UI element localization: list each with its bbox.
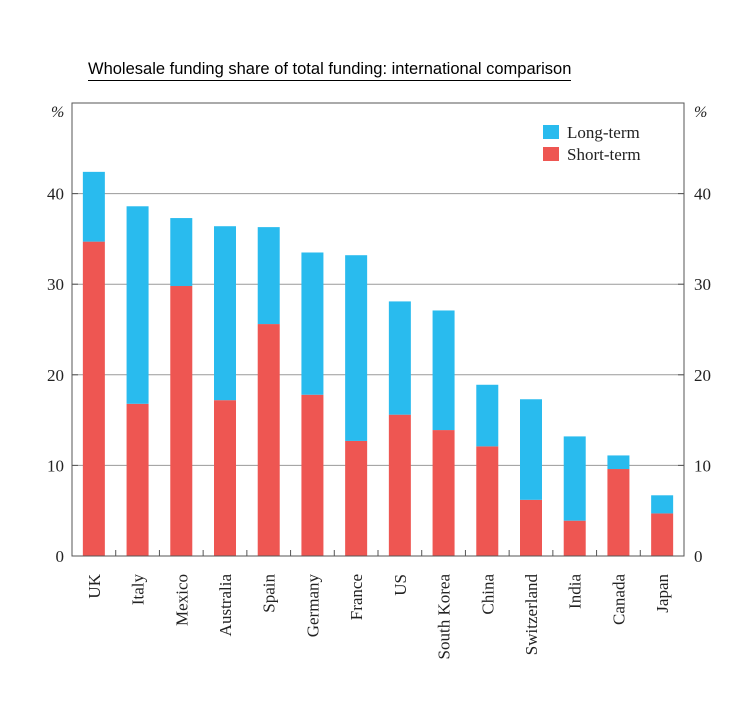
plot-frame	[71, 102, 685, 557]
bar-short-term-us	[388, 414, 411, 556]
bar-short-term-japan	[651, 513, 674, 556]
legend-swatch-short-term	[543, 147, 559, 161]
bar-long-term-south-korea	[432, 310, 455, 431]
y-tick-labels: 0 0 10 10 20 20 30 30 40 40	[47, 185, 711, 566]
bar-short-term-south-korea	[432, 430, 455, 556]
x-tick-label-china: China	[478, 574, 497, 615]
x-tick-label-switzerland: Switzerland	[522, 574, 541, 656]
bar-short-term-spain	[257, 324, 280, 556]
bar-long-term-canada	[607, 455, 630, 470]
bar-long-term-mexico	[170, 218, 193, 287]
x-tick-labels: UK Italy Mexico Australia Spain Germany France…	[85, 573, 672, 659]
x-tick-label-japan: Japan	[653, 574, 672, 613]
bar-long-term-japan	[651, 495, 674, 514]
y-tick-right-40: 40	[694, 185, 711, 204]
bar-long-term-india	[563, 436, 586, 521]
x-tick-label-germany: Germany	[303, 574, 322, 638]
legend: Long-term Short-term	[543, 123, 641, 164]
x-tick-label-us: US	[391, 574, 410, 596]
bar-short-term-italy	[126, 403, 149, 556]
y-tick-left-0: 0	[56, 547, 65, 566]
legend-label-long-term: Long-term	[567, 123, 640, 142]
y-tick-left-40: 40	[47, 185, 64, 204]
bar-short-term-india	[563, 520, 586, 556]
x-tick-label-italy: Italy	[129, 574, 148, 606]
bar-short-term-canada	[607, 469, 630, 556]
bar-short-term-mexico	[170, 286, 193, 556]
x-tick-label-uk: UK	[85, 573, 104, 598]
tick-marks	[72, 193, 684, 556]
x-tick-label-australia: Australia	[216, 574, 235, 637]
bar-short-term-switzerland	[520, 499, 542, 556]
x-tick-label-south-korea: South Korea	[435, 574, 454, 660]
gridlines	[72, 193, 684, 466]
bar-long-term-spain	[257, 227, 280, 325]
x-tick-label-france: France	[347, 574, 366, 620]
x-tick-label-spain: Spain	[260, 574, 279, 613]
bar-short-term-australia	[214, 400, 236, 556]
x-tick-label-mexico: Mexico	[172, 574, 191, 626]
y-tick-right-30: 30	[694, 275, 711, 294]
bar-short-term-france	[345, 440, 368, 556]
bar-long-term-china	[476, 384, 499, 447]
x-tick-label-canada: Canada	[609, 574, 628, 625]
bar-long-term-uk	[82, 171, 105, 242]
x-tick-label-india: India	[566, 574, 585, 609]
y-tick-left-20: 20	[47, 366, 64, 385]
bar-short-term-uk	[82, 241, 105, 557]
y-tick-right-0: 0	[694, 547, 703, 566]
chart-title: Wholesale funding share of total funding…	[88, 60, 572, 81]
bar-short-term-germany	[301, 394, 324, 556]
y-tick-left-10: 10	[47, 456, 64, 475]
bar-long-term-france	[345, 255, 368, 441]
bar-long-term-italy	[126, 206, 149, 404]
left-unit-label: %	[51, 104, 64, 121]
y-tick-left-30: 30	[47, 275, 64, 294]
y-tick-right-10: 10	[694, 456, 711, 475]
bar-long-term-australia	[214, 226, 236, 401]
bar-short-term-china	[476, 446, 499, 556]
legend-label-short-term: Short-term	[567, 145, 641, 164]
y-tick-right-20: 20	[694, 366, 711, 385]
right-unit-label: %	[694, 104, 707, 121]
bar-long-term-switzerland	[520, 399, 542, 500]
bars	[82, 171, 674, 557]
bar-long-term-germany	[301, 252, 324, 395]
legend-swatch-long-term	[543, 125, 559, 139]
bar-long-term-us	[388, 301, 411, 415]
